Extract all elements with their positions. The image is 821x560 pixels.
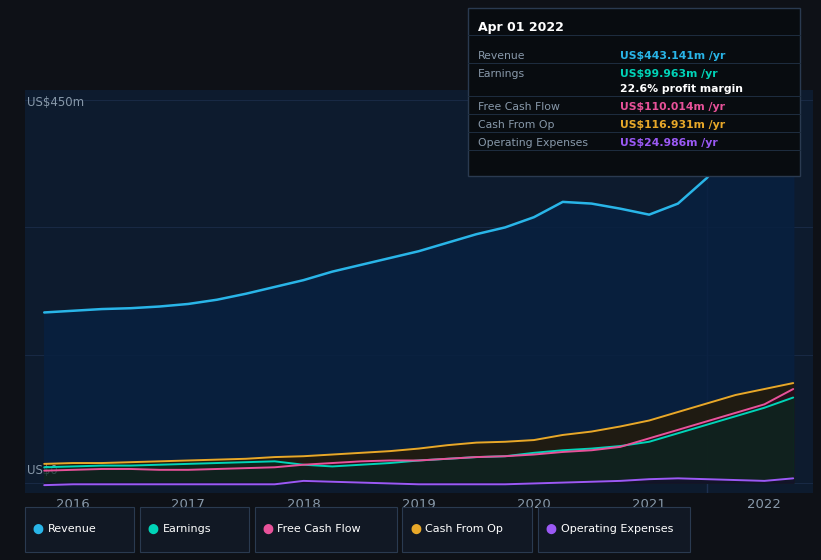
- Text: Free Cash Flow: Free Cash Flow: [277, 524, 361, 534]
- Text: 22.6% profit margin: 22.6% profit margin: [620, 83, 743, 94]
- Text: Cash From Op: Cash From Op: [425, 524, 503, 534]
- Text: Earnings: Earnings: [478, 69, 525, 79]
- Text: US$450m: US$450m: [27, 96, 84, 109]
- Text: US$110.014m /yr: US$110.014m /yr: [620, 102, 725, 111]
- Text: ⬤: ⬤: [410, 524, 421, 534]
- Text: Earnings: Earnings: [163, 524, 211, 534]
- Text: Revenue: Revenue: [478, 50, 525, 60]
- Text: US$0: US$0: [27, 464, 57, 477]
- Text: Apr 01 2022: Apr 01 2022: [478, 21, 564, 34]
- Text: US$24.986m /yr: US$24.986m /yr: [620, 138, 718, 148]
- Text: ⬤: ⬤: [148, 524, 158, 534]
- Text: ⬤: ⬤: [33, 524, 44, 534]
- Text: Free Cash Flow: Free Cash Flow: [478, 102, 560, 111]
- Text: US$443.141m /yr: US$443.141m /yr: [620, 50, 725, 60]
- Text: ⬤: ⬤: [546, 524, 557, 534]
- Text: Operating Expenses: Operating Expenses: [561, 524, 673, 534]
- Text: US$116.931m /yr: US$116.931m /yr: [620, 120, 725, 130]
- Text: ⬤: ⬤: [263, 524, 273, 534]
- Text: Operating Expenses: Operating Expenses: [478, 138, 588, 148]
- Text: Cash From Op: Cash From Op: [478, 120, 554, 130]
- Text: US$99.963m /yr: US$99.963m /yr: [620, 69, 718, 79]
- Text: Revenue: Revenue: [48, 524, 96, 534]
